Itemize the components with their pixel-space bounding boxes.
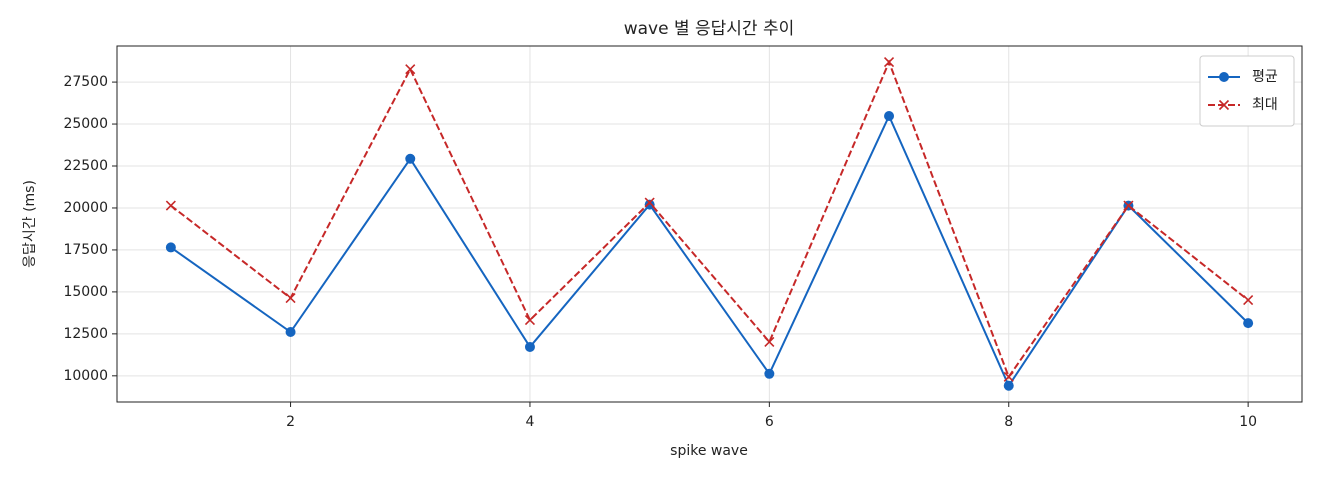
- marker: [644, 199, 655, 210]
- marker: [1219, 72, 1229, 82]
- y-tick-label: 12500: [63, 326, 108, 342]
- marker: [165, 242, 176, 253]
- marker: [1003, 371, 1014, 382]
- marker: [1243, 295, 1254, 306]
- series-line: [170, 113, 1249, 388]
- marker: [285, 327, 296, 338]
- x-tick-label: 2: [286, 414, 295, 430]
- x-tick-label: 10: [1239, 414, 1257, 430]
- series-line: [170, 59, 1249, 379]
- y-axis-label: 응답시간 (ms): [22, 180, 38, 268]
- y-tick-label: 10000: [63, 368, 108, 384]
- x-tick-label: 4: [525, 414, 534, 430]
- x-tick-label: 6: [765, 414, 774, 430]
- marker: [1243, 318, 1254, 329]
- marker: [764, 368, 775, 379]
- marker: [883, 57, 895, 68]
- marker: [524, 315, 536, 326]
- marker: [1123, 200, 1134, 211]
- legend-label: 평균: [1252, 69, 1278, 85]
- x-tick-label: 8: [1004, 414, 1013, 430]
- chart-title: wave 별 응답시간 추이: [624, 19, 795, 39]
- marker: [285, 293, 296, 304]
- marker: [764, 336, 775, 347]
- y-tick-label: 17500: [63, 242, 108, 258]
- marker: [405, 64, 416, 75]
- legend-label: 최대: [1252, 97, 1278, 113]
- marker: [884, 110, 895, 121]
- y-tick-label: 25000: [63, 116, 108, 132]
- y-tick-label: 27500: [63, 74, 108, 90]
- y-tick-label: 20000: [63, 200, 108, 216]
- marker: [165, 200, 176, 211]
- legend-box: [1199, 55, 1295, 127]
- y-tick-label: 22500: [63, 158, 108, 174]
- y-tick-label: 15000: [63, 284, 108, 300]
- x-axis-label: spike wave: [670, 443, 748, 459]
- marker: [1003, 380, 1014, 391]
- marker: [405, 153, 416, 164]
- marker: [524, 341, 535, 352]
- marker: [644, 197, 655, 208]
- marker: [1218, 99, 1230, 111]
- plot-frame: [116, 45, 1303, 403]
